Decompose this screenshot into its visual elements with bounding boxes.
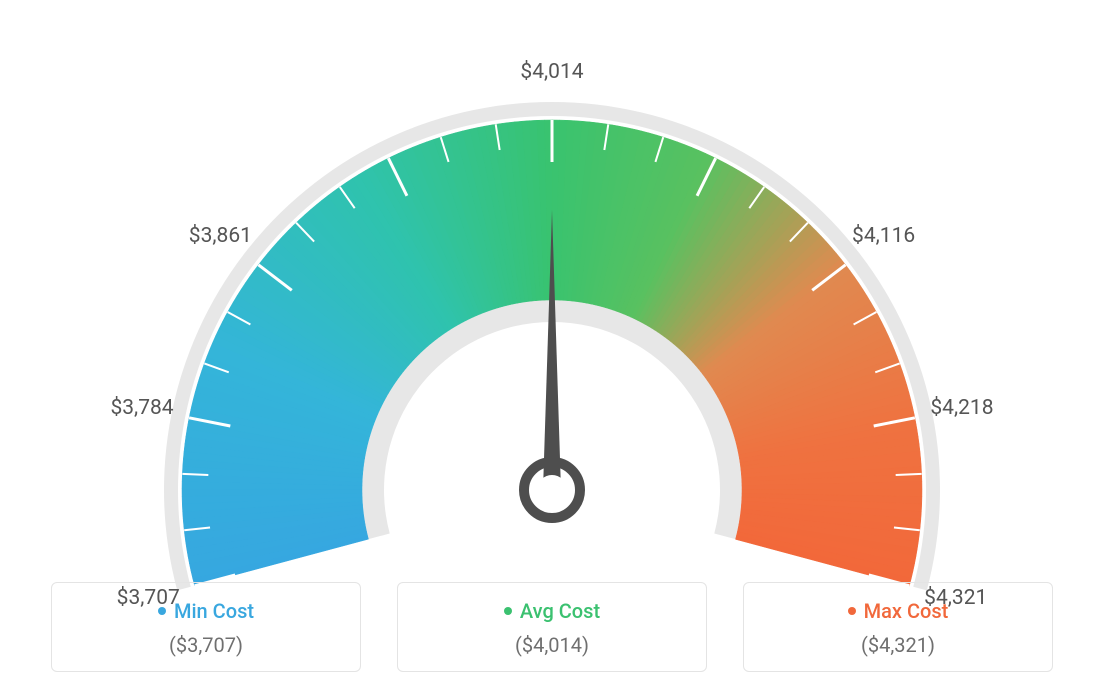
legend-title-text: Min Cost xyxy=(174,599,254,623)
gauge-tick-label: $4,014 xyxy=(520,60,583,84)
gauge-tick-label: $4,116 xyxy=(852,224,915,248)
legend-card-avg: Avg Cost ($4,014) xyxy=(397,582,707,672)
dot-icon xyxy=(158,607,166,615)
legend-card-min: Min Cost ($3,707) xyxy=(51,582,361,672)
legend-value-avg: ($4,014) xyxy=(408,633,696,657)
legend-value-min: ($3,707) xyxy=(62,633,350,657)
gauge-tick-label: $3,861 xyxy=(189,224,252,248)
gauge-tick-label: $3,784 xyxy=(110,396,173,420)
legend-card-max: Max Cost ($4,321) xyxy=(743,582,1053,672)
gauge-tick-label: $4,218 xyxy=(930,396,993,420)
legend-title-min: Min Cost xyxy=(62,599,350,623)
legend-title-max: Max Cost xyxy=(754,599,1042,623)
dot-icon xyxy=(504,607,512,615)
legend-title-text: Max Cost xyxy=(864,599,949,623)
legend-title-avg: Avg Cost xyxy=(408,599,696,623)
legend-title-text: Avg Cost xyxy=(520,599,600,623)
legend-row: Min Cost ($3,707) Avg Cost ($4,014) Max … xyxy=(0,582,1104,672)
gauge-svg xyxy=(0,40,1104,600)
gauge-chart: $3,707$3,784$3,861$4,014$4,116$4,218$4,3… xyxy=(0,0,1104,560)
dot-icon xyxy=(848,607,856,615)
legend-value-max: ($4,321) xyxy=(754,633,1042,657)
